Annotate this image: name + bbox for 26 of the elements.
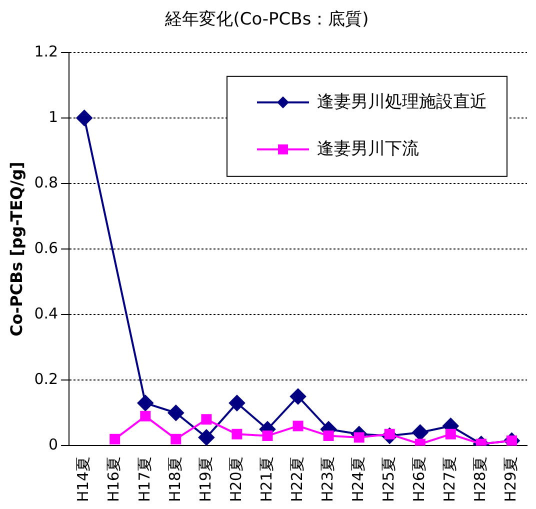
x-tick-label: H26夏 bbox=[410, 456, 428, 502]
x-tick-label: H29夏 bbox=[502, 456, 520, 502]
x-tick-label: H19夏 bbox=[196, 456, 214, 502]
x-tick-label: H24夏 bbox=[348, 456, 367, 502]
x-tick-label: H20夏 bbox=[226, 456, 245, 502]
x-tick-label: H28夏 bbox=[471, 456, 490, 502]
legend-label: 逢妻男川下流 bbox=[317, 138, 419, 159]
x-tick-label: H18夏 bbox=[166, 456, 184, 502]
y-tick-label: 0.4 bbox=[34, 304, 58, 322]
y-tick-label: 1 bbox=[48, 108, 58, 126]
x-tick-label: H25夏 bbox=[380, 456, 398, 502]
legend-label: 逢妻男川処理施設直近 bbox=[317, 92, 487, 112]
y-tick-label: 0.2 bbox=[34, 370, 58, 388]
y-axis-title: Co-PCBs [pg-TEQ/g] bbox=[6, 162, 26, 336]
x-tick-label: H17夏 bbox=[135, 456, 154, 502]
chart-title: 経年変化(Co-PCBs：底質) bbox=[164, 10, 369, 30]
x-tick-label: H23夏 bbox=[318, 456, 336, 502]
y-tick-label: 0.8 bbox=[34, 173, 58, 192]
x-tick-label: H27夏 bbox=[440, 456, 459, 502]
x-tick-label: H16夏 bbox=[104, 456, 123, 502]
x-tick-label: H22夏 bbox=[288, 456, 306, 502]
x-tick-label: H14夏 bbox=[74, 456, 92, 502]
x-tick-label: H21夏 bbox=[257, 456, 276, 502]
y-tick-label: 0 bbox=[48, 436, 58, 454]
y-tick-label: 1.2 bbox=[34, 42, 58, 60]
y-tick-label: 0.6 bbox=[34, 238, 58, 257]
